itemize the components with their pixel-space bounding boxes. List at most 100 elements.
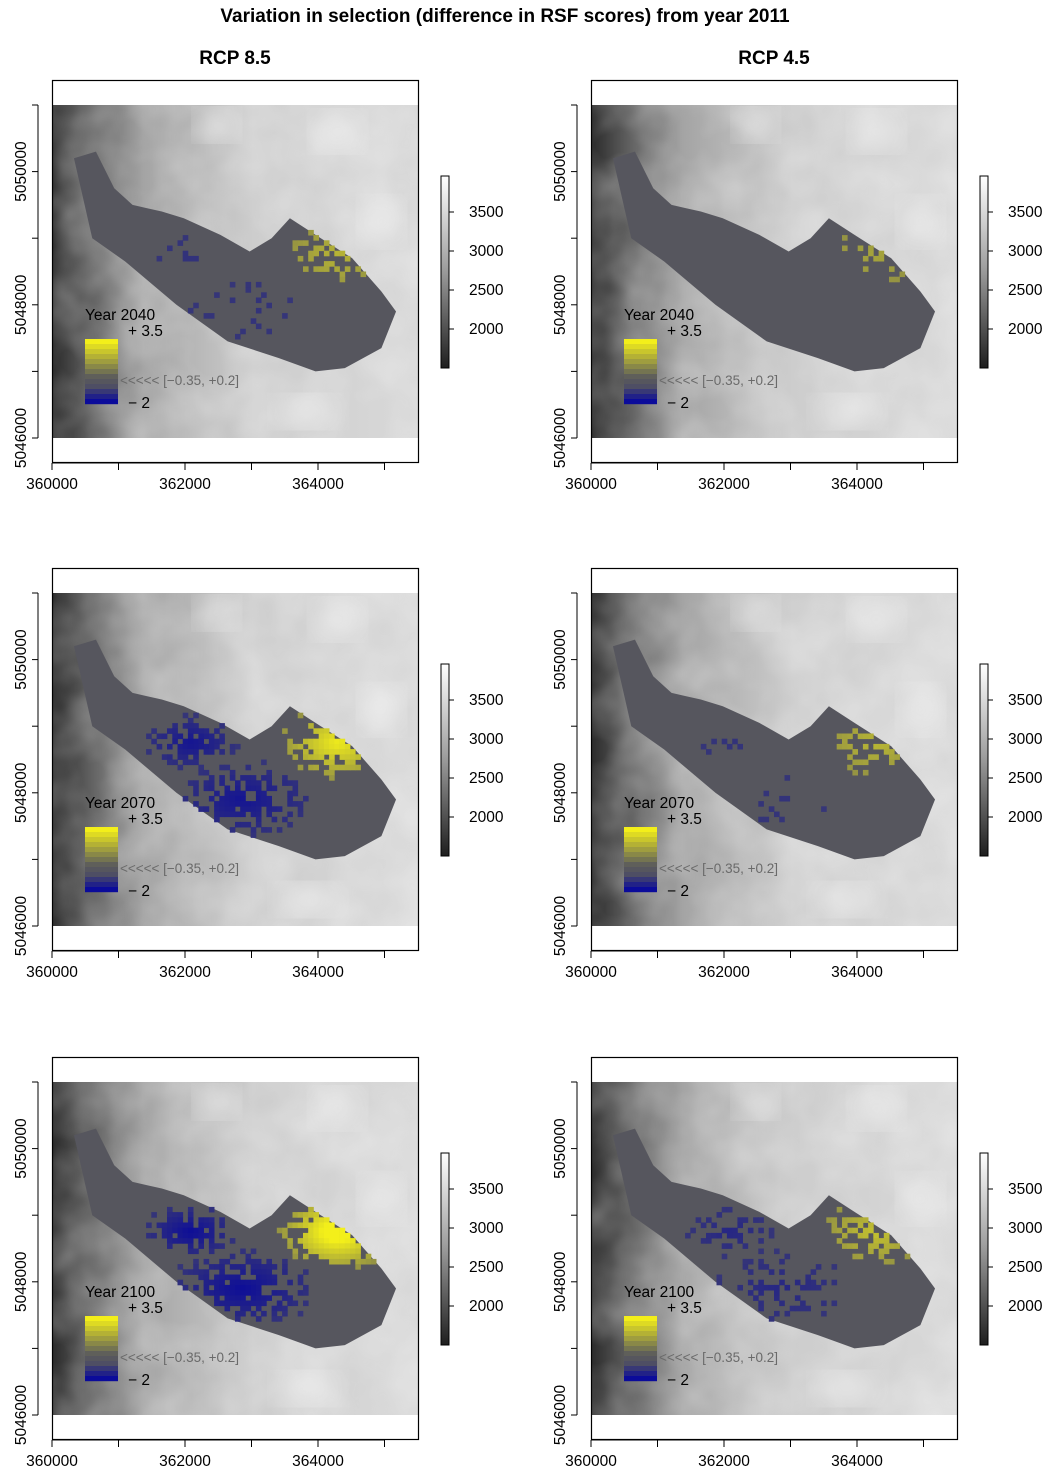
difference-cell: [852, 769, 858, 776]
difference-cell: [177, 1279, 184, 1286]
legend-max-label: + 3.5: [667, 323, 702, 340]
difference-cell: [250, 780, 257, 786]
difference-cell: [255, 281, 262, 288]
difference-cell: [214, 292, 220, 298]
difference-cell: [868, 754, 874, 760]
difference-cell: [826, 1217, 832, 1223]
difference-cell: [695, 1217, 702, 1223]
difference-cell: [334, 1248, 340, 1255]
difference-cell: [831, 1264, 838, 1270]
difference-cell: [219, 749, 225, 755]
difference-cell: [224, 1305, 231, 1312]
difference-cell: [167, 245, 173, 252]
difference-cell: [690, 1227, 696, 1234]
y-tick-label: 5050000: [13, 1118, 30, 1179]
difference-cell: [214, 1295, 220, 1301]
difference-cell: [193, 780, 199, 786]
difference-cell: [146, 749, 152, 755]
difference-cell: [198, 1269, 204, 1275]
difference-cell: [711, 1222, 717, 1229]
difference-cell: [873, 1243, 879, 1249]
difference-cell: [763, 790, 770, 797]
difference-cell: [203, 769, 210, 776]
difference-cell: [282, 1258, 288, 1265]
colorbar-tick-label: 2500: [1008, 1259, 1043, 1276]
difference-cell: [193, 749, 199, 755]
difference-cell: [365, 1258, 372, 1265]
legend-swatch: [624, 1346, 657, 1352]
legend-swatch: [624, 1366, 657, 1372]
difference-cell: [255, 790, 262, 797]
difference-cell: [700, 1222, 707, 1229]
legend-swatch: [85, 852, 118, 858]
legend-swatch: [85, 1376, 118, 1382]
legend-swatch: [624, 1341, 657, 1347]
legend-swatch: [624, 1371, 657, 1377]
difference-cell: [329, 759, 335, 766]
difference-cell: [229, 281, 236, 288]
difference-cell: [177, 1222, 184, 1229]
difference-cell: [198, 806, 204, 812]
difference-cell: [344, 255, 351, 262]
difference-cell: [229, 297, 236, 304]
difference-cell: [187, 733, 194, 740]
difference-cell: [706, 1232, 712, 1239]
difference-cell: [208, 1248, 215, 1255]
legend-swatch: [624, 1351, 657, 1357]
difference-cell: [219, 733, 225, 740]
difference-cell: [842, 1232, 848, 1239]
difference-cell: [214, 790, 220, 797]
legend-swatch: [85, 867, 118, 873]
difference-cell: [308, 1238, 314, 1244]
difference-cell: [276, 1316, 283, 1322]
difference-cell: [245, 780, 252, 786]
colorbar-tick-label: 3500: [1008, 204, 1043, 221]
difference-cell: [250, 785, 257, 792]
difference-cell: [774, 1284, 780, 1291]
ridge-highlight: [902, 689, 939, 730]
difference-cell: [805, 1274, 811, 1281]
difference-cell: [344, 1253, 351, 1260]
difference-cell: [219, 795, 225, 802]
difference-cell: [177, 764, 184, 771]
difference-cell: [172, 1217, 178, 1223]
difference-cell: [235, 821, 241, 828]
difference-cell: [344, 266, 351, 272]
legend-max-label: + 3.5: [128, 811, 163, 828]
difference-cell: [208, 743, 215, 750]
difference-cell: [235, 1264, 241, 1270]
difference-cell: [182, 235, 189, 241]
difference-cell: [297, 1222, 304, 1229]
difference-cell: [794, 1305, 801, 1312]
difference-cell: [308, 1206, 314, 1213]
legend-swatch: [624, 857, 657, 863]
difference-cell: [308, 723, 314, 729]
y-tick-label: 5050000: [13, 141, 30, 202]
ridge-highlight: [315, 602, 360, 637]
difference-cell: [182, 1232, 189, 1239]
difference-cell: [208, 1264, 215, 1270]
difference-cell: [857, 1253, 864, 1260]
difference-cell: [198, 1222, 204, 1229]
difference-cell: [721, 1253, 728, 1260]
legend-swatch: [624, 832, 657, 838]
difference-cell: [287, 738, 293, 745]
legend-min-label: − 2: [667, 1372, 689, 1389]
colorbar-tick-label: 3000: [469, 1220, 504, 1237]
difference-cell: [182, 1227, 189, 1234]
difference-cell: [857, 733, 864, 740]
difference-cell: [329, 1232, 335, 1239]
difference-cell: [889, 754, 895, 760]
difference-cell: [758, 1227, 764, 1234]
difference-cell: [235, 1274, 241, 1281]
difference-cell: [339, 276, 346, 283]
legend-swatch: [85, 1331, 118, 1337]
difference-cell: [329, 743, 335, 750]
difference-cell: [852, 1253, 858, 1260]
difference-cell: [187, 717, 194, 724]
difference-cell: [177, 1232, 184, 1239]
y-tick-label: 5050000: [13, 629, 30, 690]
difference-cell: [784, 795, 791, 802]
legend-swatch: [85, 862, 118, 868]
difference-cell: [287, 801, 293, 807]
